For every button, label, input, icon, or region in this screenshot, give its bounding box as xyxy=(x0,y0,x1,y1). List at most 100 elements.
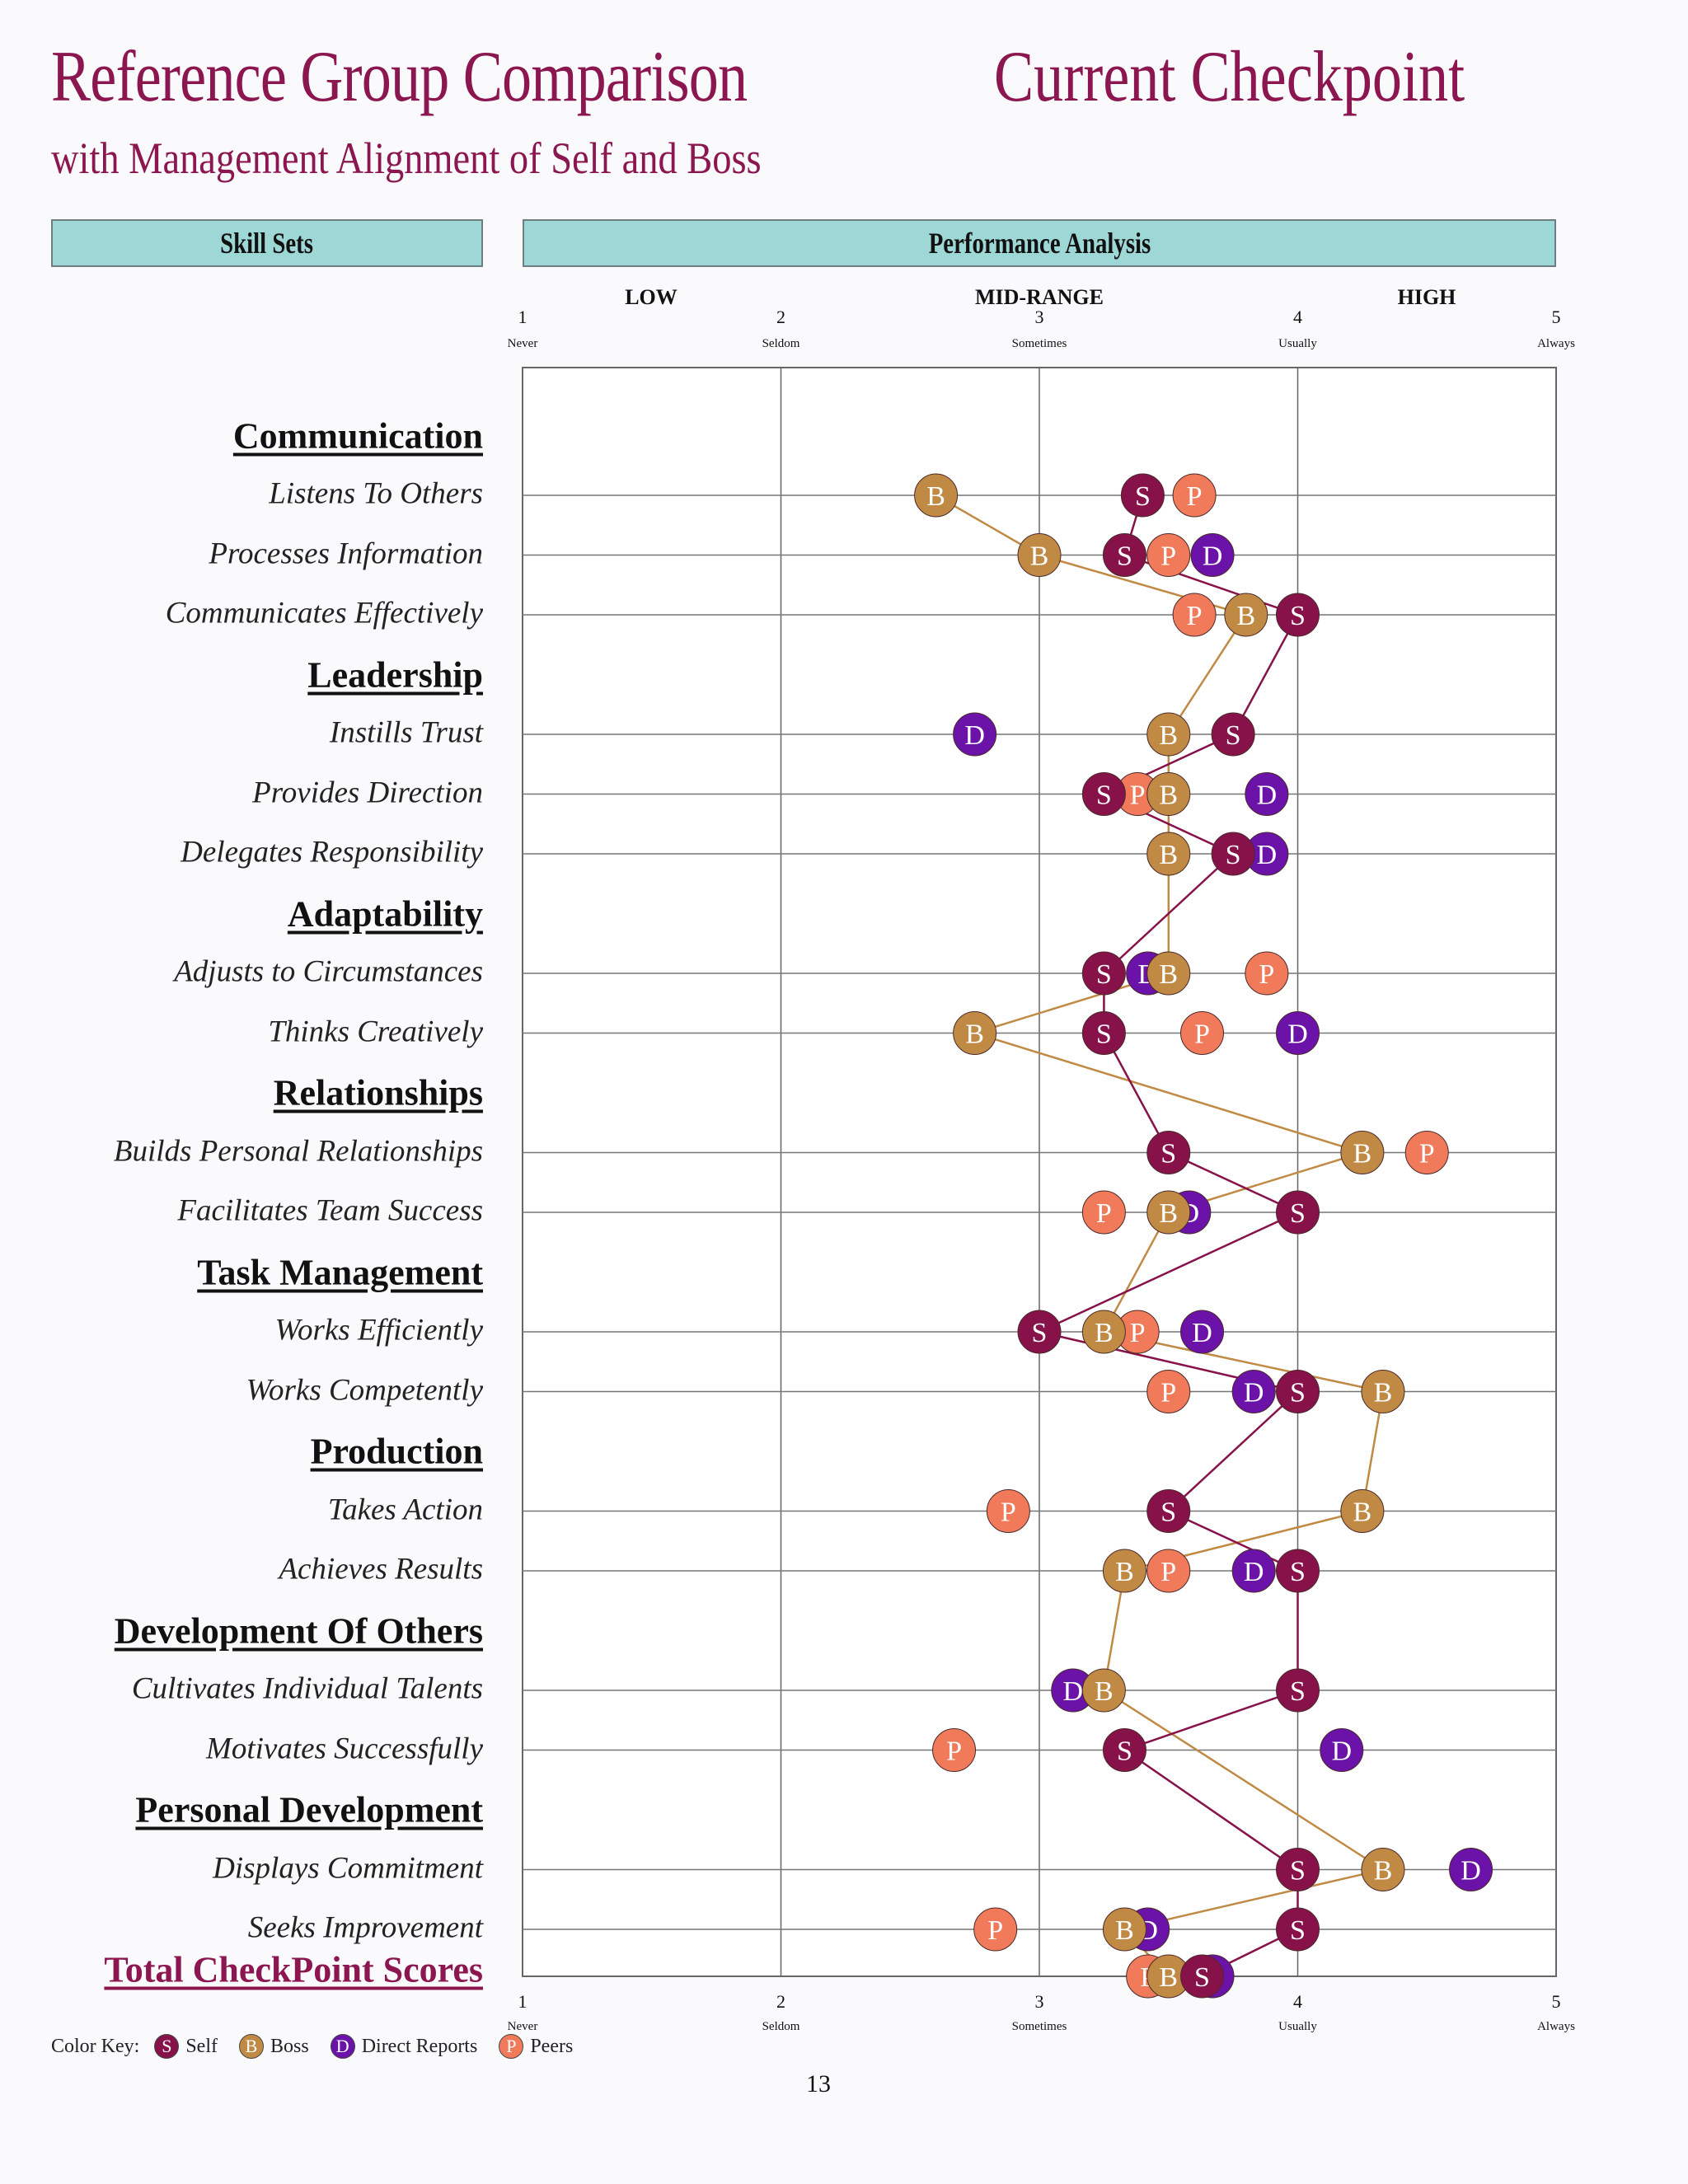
direct-reports-marker xyxy=(1180,1310,1225,1354)
self-marker-letter: S xyxy=(1290,1915,1306,1946)
color-key-label: Boss xyxy=(270,2035,309,2057)
x-tick-sublabel: Always xyxy=(1537,337,1575,350)
self-marker xyxy=(1081,951,1126,996)
boss-marker-letter: B xyxy=(1095,1676,1114,1707)
peers-marker-letter: P xyxy=(946,1736,962,1767)
self-marker-letter: S xyxy=(1226,720,1241,751)
boss-marker-letter: B xyxy=(1374,1856,1393,1886)
boss-marker xyxy=(1340,1131,1385,1174)
direct-reports-marker-letter: D xyxy=(1257,840,1278,870)
boss-marker xyxy=(1081,1668,1126,1713)
self-marker-letter: S xyxy=(1117,1736,1132,1767)
group-label-development-of-others: Development Of Others xyxy=(114,1610,483,1651)
page-subtitle: with Management Alignment of Self and Bo… xyxy=(51,134,762,183)
boss-marker-letter: B xyxy=(1095,1318,1114,1348)
boss-line xyxy=(935,494,1386,1977)
direct-reports-marker xyxy=(1245,772,1289,816)
color-key-label: Self xyxy=(185,2035,218,2057)
self-marker-letter: S xyxy=(1290,1557,1306,1587)
skill-sets-header-label: Skill Sets xyxy=(220,227,314,260)
self-marker-letter: S xyxy=(1290,1378,1306,1408)
self-marker-letter: S xyxy=(1290,1856,1306,1886)
peers-marker xyxy=(1404,1131,1449,1174)
color-key-item-direct-reports: D Direct Reports xyxy=(330,2034,478,2059)
peers-marker xyxy=(986,1489,1030,1533)
self-marker xyxy=(1276,1370,1320,1413)
item-label-thinks-creatively: Thinks Creatively xyxy=(268,1015,483,1048)
page-title: Reference Group Comparison xyxy=(51,37,748,117)
self-marker xyxy=(1102,533,1146,577)
peers-marker-letter: P xyxy=(1130,780,1146,811)
self-marker xyxy=(1276,1848,1320,1891)
direct-reports-marker-letter: D xyxy=(1244,1378,1264,1408)
boss-marker-letter: B xyxy=(965,1019,984,1050)
self-marker-letter: S xyxy=(1160,1139,1176,1169)
self-marker xyxy=(1276,1668,1320,1713)
peers-marker xyxy=(1180,1011,1225,1055)
x-tick-sublabel: Never xyxy=(508,337,538,350)
self-marker xyxy=(1081,1011,1126,1055)
group-label-leadership: Leadership xyxy=(307,654,483,695)
direct-reports-marker-letter: D xyxy=(1244,1557,1264,1587)
boss-marker xyxy=(1102,1907,1146,1952)
range-label-high: HIGH xyxy=(1397,285,1456,309)
item-label-provides-direction: Provides Direction xyxy=(252,776,483,809)
direct-reports-marker-letter: D xyxy=(1192,1318,1212,1348)
item-label-facilitates-team-success: Facilitates Team Success xyxy=(177,1193,483,1228)
color-key-item-peers: P Peers xyxy=(499,2034,573,2059)
page-number: 13 xyxy=(806,2070,831,2097)
boss-marker xyxy=(1224,593,1268,637)
direct-reports-marker-letter: D xyxy=(1287,1019,1308,1050)
direct-reports-marker xyxy=(1231,1549,1276,1593)
peers-marker-letter: P xyxy=(1259,959,1274,990)
item-label-communicates-effectively: Communicates Effectively xyxy=(165,596,483,630)
direct-reports-marker-letter: D xyxy=(1332,1736,1353,1767)
self-marker xyxy=(1081,772,1126,816)
direct-reports-marker-letter: D xyxy=(1257,780,1278,811)
peers-marker-letter: P xyxy=(1160,541,1176,572)
x-tick-label: 2 xyxy=(776,1991,785,2012)
peers-marker xyxy=(1146,1370,1191,1413)
color-key-dot: S xyxy=(154,2034,180,2059)
peers-marker-letter: P xyxy=(1096,1198,1112,1229)
self-marker xyxy=(1276,1190,1320,1235)
color-key-label: Direct Reports xyxy=(361,2035,478,2057)
color-key-items: S Self B Boss D Direct Reports P Peers xyxy=(154,2034,594,2059)
x-tick-sublabel: Always xyxy=(1537,2020,1575,2033)
boss-marker xyxy=(914,473,959,518)
color-key-dot: P xyxy=(499,2034,524,2059)
boss-marker-letter: B xyxy=(1115,1915,1134,1946)
boss-marker xyxy=(953,1011,997,1055)
self-marker-letter: S xyxy=(1160,1497,1176,1528)
self-marker-letter: S xyxy=(1290,1198,1306,1229)
boss-marker-letter: B xyxy=(1159,780,1178,811)
direct-reports-marker-letter: D xyxy=(1461,1856,1481,1886)
self-marker xyxy=(1276,1549,1320,1593)
group-label-adaptability: Adaptability xyxy=(287,893,483,934)
boss-marker-letter: B xyxy=(1374,1378,1393,1408)
item-label-delegates-responsibility: Delegates Responsibility xyxy=(181,835,483,869)
item-label-works-efficiently: Works Efficiently xyxy=(274,1313,483,1347)
x-tick-label: 5 xyxy=(1552,1991,1561,2012)
x-tick-sublabel: Usually xyxy=(1278,337,1317,350)
peers-marker xyxy=(1081,1190,1126,1235)
boss-marker xyxy=(1340,1489,1385,1533)
x-tick-sublabel: Sometimes xyxy=(1012,337,1067,350)
self-marker-letter: S xyxy=(1096,1019,1112,1050)
boss-marker xyxy=(1361,1370,1405,1413)
self-marker xyxy=(1180,1954,1225,1999)
self-marker-letter: S xyxy=(1290,1676,1306,1707)
direct-reports-marker xyxy=(1320,1728,1364,1772)
self-marker xyxy=(1120,473,1165,518)
peers-marker xyxy=(973,1907,1018,1952)
direct-reports-marker xyxy=(1449,1848,1493,1891)
peers-marker-letter: P xyxy=(987,1915,1003,1946)
boss-marker-letter: B xyxy=(1159,1962,1178,1993)
x-tick-label: 4 xyxy=(1293,1991,1302,2012)
boss-marker xyxy=(1017,533,1062,577)
self-marker xyxy=(1211,832,1255,876)
color-key-item-boss: B Boss xyxy=(239,2034,309,2059)
self-marker xyxy=(1276,1907,1320,1952)
self-marker-letter: S xyxy=(1135,481,1151,512)
